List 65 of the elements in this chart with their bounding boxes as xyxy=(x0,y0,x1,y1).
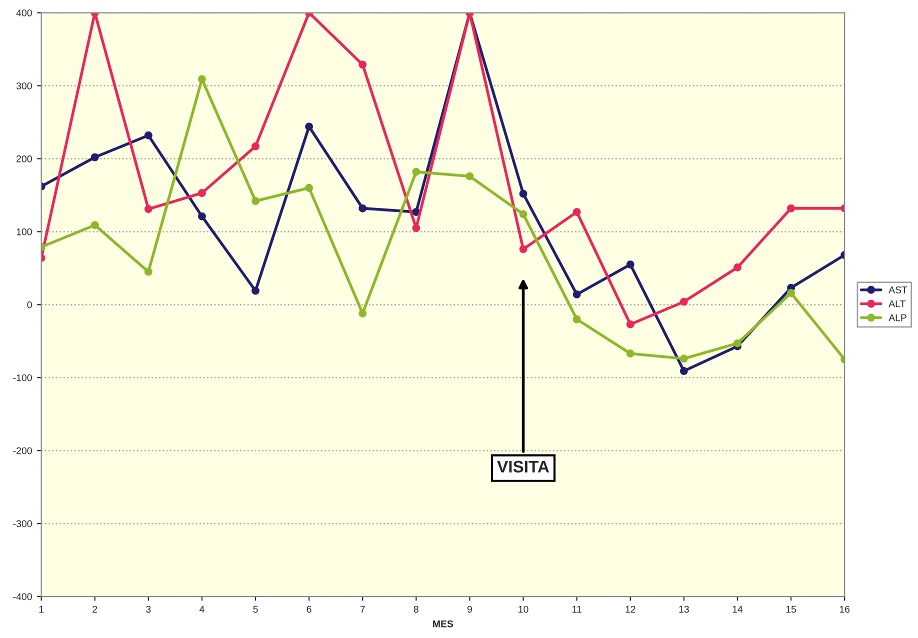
point xyxy=(680,367,688,376)
point xyxy=(680,298,688,306)
x-tick-label: 1 xyxy=(39,606,44,613)
point xyxy=(412,224,420,232)
point xyxy=(787,288,795,297)
point xyxy=(626,320,634,328)
y-tick-label: -300 xyxy=(13,520,32,528)
point xyxy=(787,204,795,212)
y-tick-label: 200 xyxy=(16,155,32,162)
x-tick-label: 16 xyxy=(840,606,850,613)
x-tick-label: 10 xyxy=(518,606,528,613)
x-axis-title: MES xyxy=(433,620,454,628)
point xyxy=(519,190,528,198)
point xyxy=(252,142,260,150)
x-tick-label: 6 xyxy=(306,606,312,613)
y-tick-label: 0 xyxy=(27,301,32,308)
point xyxy=(305,184,314,192)
y-tick-label: 100 xyxy=(16,228,32,236)
point xyxy=(733,263,742,272)
point xyxy=(198,75,206,84)
point xyxy=(305,122,314,131)
y-tick-label: 300 xyxy=(16,82,32,90)
x-tick-label: 12 xyxy=(626,606,636,613)
point xyxy=(626,350,634,358)
point xyxy=(572,315,581,324)
x-tick-label: 8 xyxy=(414,606,418,613)
y-tick-label: -200 xyxy=(13,447,32,454)
x-tick-label: 3 xyxy=(146,606,151,613)
point xyxy=(144,131,152,140)
x-tick-label: 9 xyxy=(467,606,472,613)
x-tick-label: 11 xyxy=(572,606,582,613)
annotation: VISITA xyxy=(497,460,550,473)
point xyxy=(519,210,528,218)
x-tick-label: 4 xyxy=(199,606,204,613)
y-tick-label: -100 xyxy=(13,374,32,382)
point xyxy=(90,221,99,230)
point xyxy=(198,189,206,197)
legend-label: ALP xyxy=(888,314,906,322)
point xyxy=(733,339,742,348)
x-tick-label: 13 xyxy=(679,606,689,613)
x-tick-label: 5 xyxy=(253,606,258,613)
point xyxy=(680,354,688,363)
x-tick-label: 7 xyxy=(360,606,365,613)
point xyxy=(572,290,581,298)
point xyxy=(358,60,367,69)
point xyxy=(90,153,99,162)
point xyxy=(144,268,152,276)
point xyxy=(252,286,260,295)
point xyxy=(252,197,260,206)
point xyxy=(144,205,152,214)
point xyxy=(358,204,367,212)
x-tick-label: 14 xyxy=(732,606,743,613)
legend-label: ALT xyxy=(888,300,906,308)
x-tick-label: 15 xyxy=(786,606,796,613)
x-tick-label: 2 xyxy=(92,606,98,613)
point xyxy=(626,260,634,269)
y-tick-label: -400 xyxy=(13,593,32,600)
point xyxy=(412,168,420,176)
point xyxy=(198,212,206,220)
point xyxy=(466,172,474,180)
point xyxy=(358,309,367,318)
point xyxy=(572,208,581,216)
point xyxy=(519,245,528,254)
legend-label: AST xyxy=(888,286,908,294)
y-tick-label: 400 xyxy=(16,9,32,16)
